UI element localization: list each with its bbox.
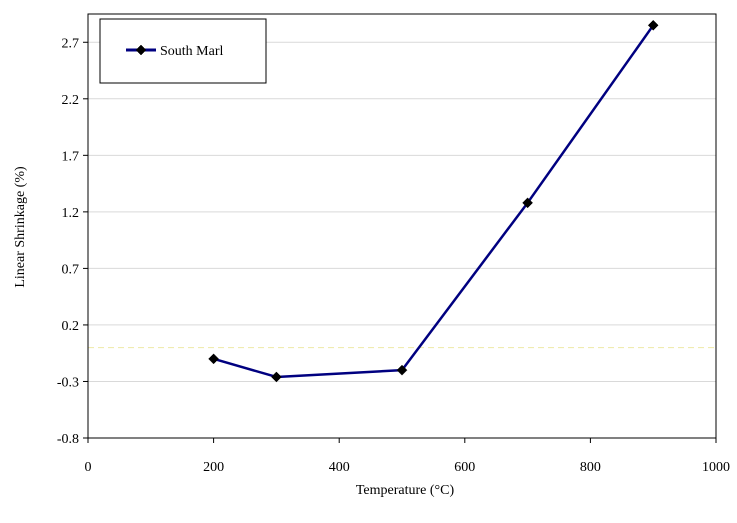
grid-lines [88,41,716,382]
data-point-south-marl [271,371,282,383]
x-axis-title: Temperature (°C) [356,483,455,498]
y-tick-label: 0.7 [62,262,80,277]
x-tick-label: 400 [329,460,350,475]
x-tick-label: 0 [85,460,92,475]
series-layer [208,19,659,383]
data-point-south-marl [647,19,659,31]
x-tick-label: 800 [580,460,601,475]
x-axis-ticks: 0 200 400 600 800 1000 [85,438,730,475]
y-tick-label: 2.2 [62,93,80,108]
legend: South Marl [99,18,267,84]
data-point-south-marl [208,353,219,365]
y-tick-label: 0.2 [62,319,80,334]
data-point-south-marl [396,364,408,376]
y-tick-label: -0.3 [57,375,79,390]
series-line-south-marl [213,24,655,379]
y-axis-title: Linear Shrinkage (%) [13,166,28,288]
y-axis-ticks: -0.8 -0.3 0.2 0.7 1.2 1.7 2.2 2.7 [57,36,88,447]
y-tick-label: 1.7 [62,149,80,164]
y-tick-label: -0.8 [57,432,79,447]
legend-label-south-marl: South Marl [160,44,224,59]
plot-area-frame [87,13,717,439]
y-tick-label: 2.7 [62,36,80,51]
y-tick-label: 1.2 [62,206,80,221]
data-point-south-marl [522,197,533,209]
legend-marker-south-marl [135,44,147,56]
x-tick-label: 600 [454,460,475,475]
x-tick-label: 200 [203,460,224,475]
x-tick-label: 1000 [702,460,730,475]
